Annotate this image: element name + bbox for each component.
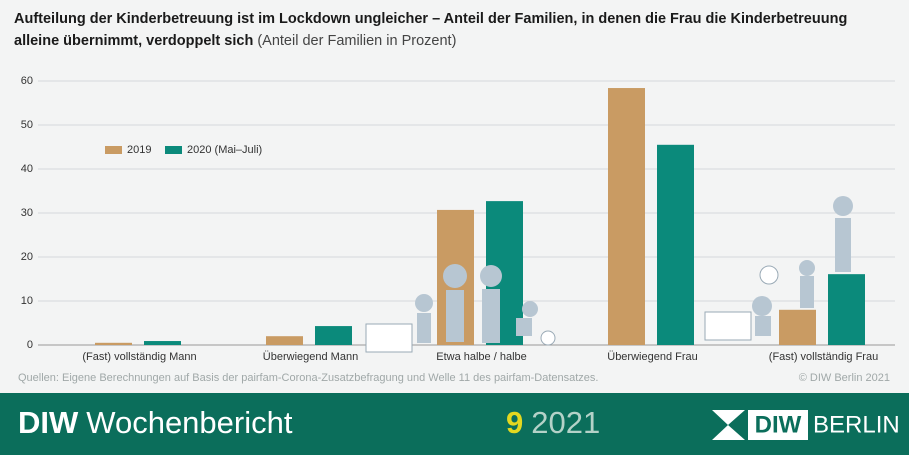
issue-year: 2021 <box>531 405 600 440</box>
copyright: © DIW Berlin 2021 <box>799 372 890 384</box>
issue: 9 2021 <box>506 405 600 440</box>
x-tick-label: Etwa halbe / halbe <box>436 351 527 363</box>
x-tick-label: Überwiegend Frau <box>607 351 698 363</box>
illustration <box>365 196 853 353</box>
publication-bold: DIW <box>18 405 79 440</box>
bar <box>608 88 645 345</box>
bar <box>828 274 865 345</box>
x-tick-label: (Fast) vollständig Frau <box>769 351 878 363</box>
y-tick-label: 30 <box>21 207 33 219</box>
bar <box>266 336 303 345</box>
issue-number: 9 <box>506 405 523 440</box>
x-tick-label: (Fast) vollständig Mann <box>82 351 196 363</box>
source-note: Quellen: Eigene Berechnungen auf Basis d… <box>18 372 598 384</box>
logo-bold: DIW <box>755 411 802 438</box>
publication-name: Wochenbericht <box>86 405 293 440</box>
y-tick-label: 40 <box>21 163 33 175</box>
bar <box>657 144 694 345</box>
legend-label: 2020 (Mai–Juli) <box>187 144 262 156</box>
bar <box>315 326 352 345</box>
legend-swatch <box>105 146 122 154</box>
bars <box>95 88 865 345</box>
logo-mark <box>712 410 745 440</box>
logo-name: BERLIN <box>813 411 900 438</box>
y-tick-label: 0 <box>27 339 33 351</box>
legend-swatch <box>165 146 182 154</box>
chart-title-block: Aufteilung der Kinderbetreuung ist im Lo… <box>14 8 894 52</box>
y-tick-label: 10 <box>21 295 33 307</box>
chart-title: Aufteilung der Kinderbetreuung ist im Lo… <box>14 11 848 49</box>
legend-label: 2019 <box>127 144 151 156</box>
bar <box>95 342 132 345</box>
bar <box>779 309 816 345</box>
y-tick-label: 60 <box>21 75 33 87</box>
chart-subtitle: (Anteil der Familien in Prozent) <box>257 33 457 49</box>
y-tick-label: 50 <box>21 119 33 131</box>
y-tick-label: 20 <box>21 251 33 263</box>
x-tick-label: Überwiegend Mann <box>263 351 358 363</box>
publication: DIW Wochenbericht <box>18 405 293 440</box>
bar <box>144 341 181 345</box>
logo-box <box>748 410 808 440</box>
